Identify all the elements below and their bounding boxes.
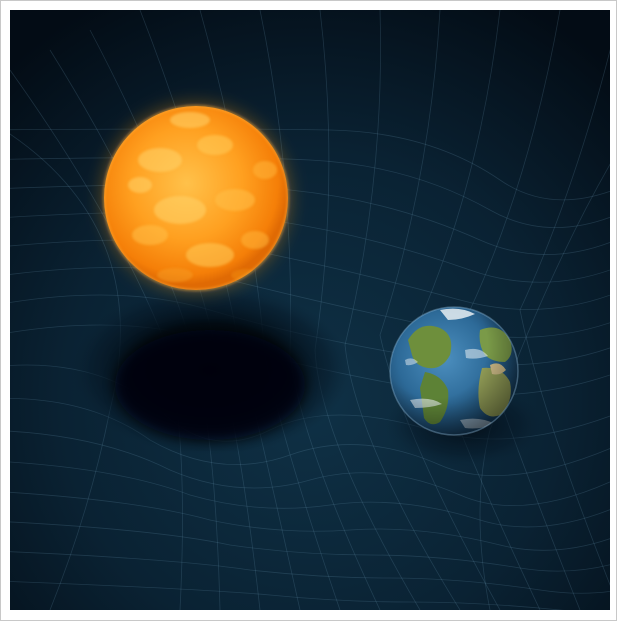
earth-icon (389, 306, 519, 436)
spacetime-scene (10, 10, 610, 610)
sun-icon (92, 94, 300, 302)
space-background (10, 10, 610, 610)
sun-well-center (115, 330, 305, 440)
scene-svg (10, 10, 610, 610)
